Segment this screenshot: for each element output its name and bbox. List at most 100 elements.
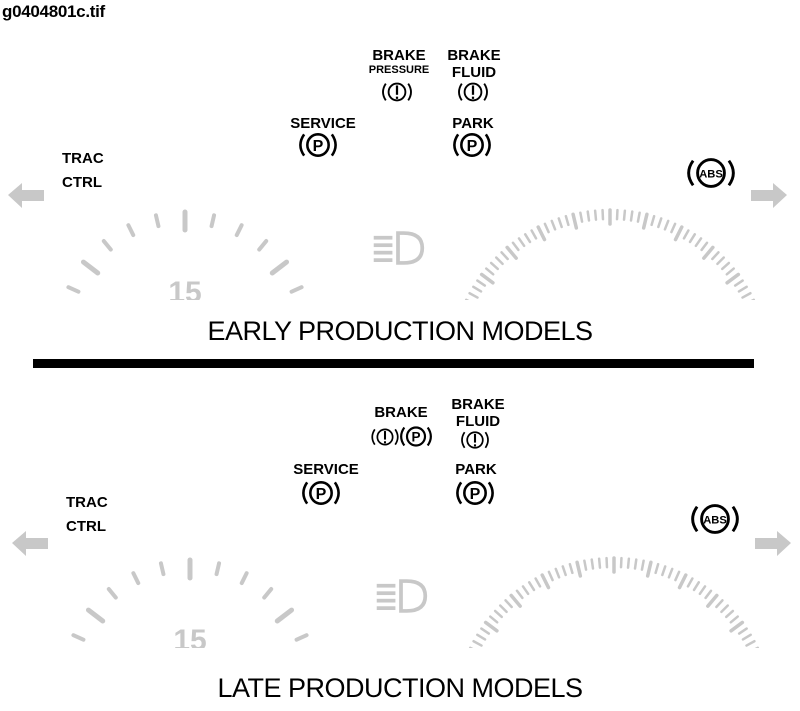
speed-tick — [547, 570, 554, 582]
tach-label: 15 — [168, 276, 201, 309]
brake-pressure-label: BRAKE PRESSURE — [368, 47, 430, 76]
speed-tick — [755, 662, 763, 665]
speed-tick — [698, 585, 707, 596]
late-caption: LATE PRODUCTION MODELS — [217, 673, 583, 703]
speed-tick — [583, 559, 588, 571]
speed-tick — [645, 560, 653, 578]
abs-icon — [687, 158, 735, 188]
speed-tick — [480, 627, 491, 635]
speed-tick — [741, 633, 752, 641]
speed-tick — [464, 298, 470, 300]
left-arrow-icon — [12, 531, 48, 556]
speed-tick — [754, 342, 768, 344]
speed-tick — [536, 225, 547, 242]
speed-tick — [760, 676, 769, 678]
speed-tick — [674, 570, 681, 582]
speed-tick — [500, 251, 509, 261]
speed-tick — [586, 210, 591, 222]
speed-tick — [725, 267, 736, 276]
speed-tick — [561, 565, 567, 577]
tach-tick — [214, 561, 222, 577]
speed-tick — [463, 307, 476, 313]
speed-tick — [489, 261, 500, 271]
speed-tick — [758, 669, 767, 672]
speed-tick — [468, 291, 479, 299]
speed-tick — [702, 245, 715, 260]
speed-tick — [571, 212, 579, 230]
speed-tick — [751, 314, 759, 317]
tach-label: 10 — [78, 690, 111, 711]
speed-tick — [557, 217, 563, 229]
tach-tick — [85, 607, 106, 624]
speed-label: 35 — [552, 670, 585, 703]
tach-label: 15 — [173, 624, 206, 657]
tach-tick — [101, 239, 113, 252]
left-arrow-icon — [8, 183, 44, 208]
speed-tick — [629, 210, 634, 222]
speed-tick — [733, 279, 744, 287]
speed-tick — [472, 639, 483, 647]
speed-tick — [686, 577, 694, 588]
speed-label: 55 — [717, 690, 750, 711]
service-label: SERVICE — [290, 115, 356, 132]
speed-tick — [754, 646, 760, 648]
speed-tick — [682, 229, 690, 240]
speed-tick — [716, 256, 726, 266]
speed-tick — [641, 212, 649, 230]
speed-tick — [460, 314, 468, 317]
exclamation-circle-icon — [382, 82, 412, 102]
park-label: PARK — [452, 115, 494, 132]
speed-tick — [483, 620, 499, 633]
speed-tick — [467, 655, 480, 661]
speed-tick — [720, 604, 730, 614]
speed-tick — [737, 285, 748, 293]
speed-tick — [725, 272, 741, 285]
tach-tick — [269, 259, 290, 276]
speed-tick — [729, 620, 745, 633]
speed-tick — [720, 261, 731, 271]
speed-tick — [657, 217, 663, 229]
tach-tick — [61, 368, 78, 373]
exclamation-circle-icon — [461, 431, 489, 449]
speed-tick — [593, 209, 598, 221]
tach-tick — [294, 633, 309, 642]
tach-tick — [158, 561, 166, 577]
speed-tick — [661, 565, 667, 577]
speed-tick — [575, 560, 583, 578]
abs-icon — [691, 504, 739, 534]
tach-tick — [153, 213, 161, 229]
speed-tick — [484, 267, 495, 276]
speed-tick — [636, 211, 641, 223]
speed-tick — [452, 342, 466, 344]
tach-tick — [234, 223, 244, 238]
speed-tick — [517, 237, 526, 248]
p-circle-icon — [299, 133, 337, 157]
speed-tick — [515, 589, 524, 600]
speed-tick — [460, 676, 469, 678]
speed-tick — [458, 321, 467, 324]
trac-ctrl-label: TRAC CTRL — [62, 150, 104, 191]
p-circle-icon — [456, 481, 494, 505]
speed-tick — [688, 233, 697, 244]
tach-tick — [59, 315, 70, 317]
speed-tick — [754, 321, 763, 324]
speed-tick — [505, 245, 518, 260]
speed-tick — [568, 562, 574, 575]
speed-tick — [462, 669, 471, 672]
brake-fluid-label-late: BRAKE FLUID — [451, 396, 505, 430]
tach-tick — [274, 607, 295, 624]
speed-tick — [494, 256, 504, 266]
speed-tick — [654, 562, 660, 575]
headlamp-icon — [371, 231, 425, 265]
speed-tick — [550, 219, 557, 231]
tachometer-gauge: 10 15 20 — [71, 557, 309, 711]
speed-tick — [597, 557, 602, 569]
divider-bar — [33, 359, 754, 368]
speed-tick — [456, 328, 465, 330]
speed-tick — [543, 222, 550, 234]
speed-tick — [579, 211, 584, 223]
brake-label: BRAKE — [374, 404, 428, 421]
speed-tick — [564, 214, 570, 227]
tach-tick — [131, 571, 141, 586]
speed-tick — [750, 298, 756, 300]
